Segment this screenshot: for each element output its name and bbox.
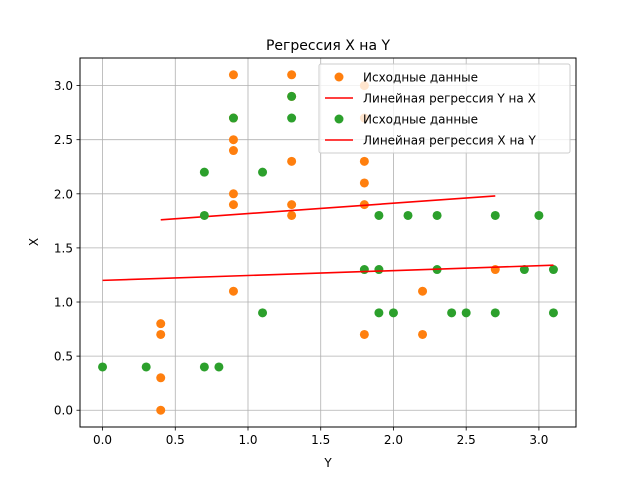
data-point [461,308,471,318]
data-point [287,70,297,80]
y-tick-label: 1.5 [54,241,73,255]
legend-label: Исходные данные [363,71,478,85]
legend-dot-marker [334,72,344,82]
data-point [228,200,238,210]
legend-box [318,63,571,154]
data-point [199,210,209,220]
data-point [228,113,238,123]
legend-label: Линейная регрессия Y на X [363,92,536,106]
data-point [287,91,297,101]
data-point [359,265,369,275]
y-tick-label: 0.0 [54,404,73,418]
y-tick-label: 2.5 [54,133,73,147]
y-tick-label: 0.5 [54,350,73,364]
data-point [490,308,500,318]
data-point [548,265,558,275]
data-point [447,308,457,318]
data-point [228,286,238,296]
y-tick-label: 2.0 [54,187,73,201]
data-point [359,156,369,166]
legend-label: Линейная регрессия X на Y [363,134,536,148]
x-tick-label: 0.5 [166,433,185,447]
y-axis-label: X [27,238,41,246]
data-point [156,319,166,329]
data-point [374,308,384,318]
data-point [156,405,166,415]
data-point [228,70,238,80]
data-point [388,308,398,318]
data-point [548,308,558,318]
data-point [374,265,384,275]
x-tick-label: 1.0 [238,433,257,447]
y-tick-label: 3.0 [54,79,73,93]
data-point [418,286,428,296]
data-point [156,373,166,383]
data-point [258,167,268,177]
legend-label: Исходные данные [363,113,478,127]
x-axis: 0.0 0.5 1.0 1.5 2.0 2.5 3.0 [93,427,548,447]
data-point [403,210,413,220]
regression-line [102,264,554,282]
data-point [359,329,369,339]
regression-line [160,195,496,221]
data-point [374,210,384,220]
data-point [141,362,151,372]
data-point [228,135,238,145]
legend-dot-marker [334,114,344,124]
data-point [228,189,238,199]
plot-area [98,70,558,415]
y-tick-label: 1.0 [54,296,73,310]
data-point [258,308,268,318]
chart-title: Регрессия X на Y [266,38,391,54]
legend: Исходные данные Линейная регрессия Y на X… [318,63,571,154]
data-point [156,329,166,339]
x-tick-label: 3.0 [529,433,548,447]
data-point [534,210,544,220]
data-point [519,265,529,275]
data-point [359,178,369,188]
data-point [287,113,297,123]
data-point [287,200,297,210]
data-point [287,156,297,166]
data-point [287,210,297,220]
data-point [199,362,209,372]
x-axis-label: Y [323,456,332,470]
data-point [490,210,500,220]
data-point [214,362,224,372]
data-point [199,167,209,177]
axes-frame [79,57,577,428]
data-point [228,146,238,156]
x-tick-label: 1.5 [311,433,330,447]
x-tick-label: 2.0 [384,433,403,447]
x-tick-label: 0.0 [93,433,112,447]
data-point [432,210,442,220]
y-axis: 0.0 0.5 1.0 1.5 2.0 2.5 3.0 [54,79,80,418]
x-tick-label: 2.5 [457,433,476,447]
data-point [418,329,428,339]
data-point [98,362,108,372]
